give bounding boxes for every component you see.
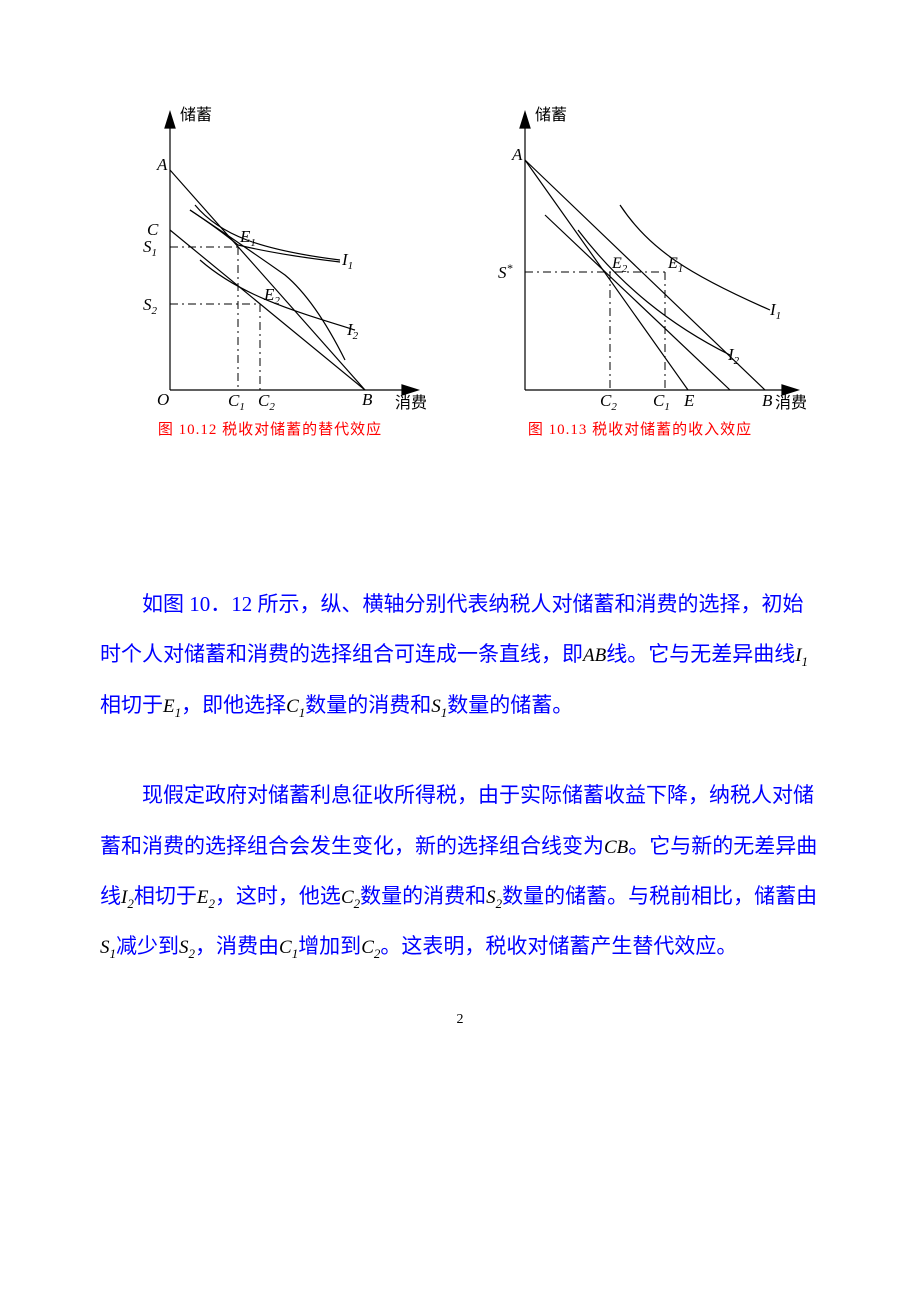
x-axis-label-r: 消费	[775, 394, 807, 410]
p2-t7: 减少到	[116, 934, 179, 958]
label-B-r: B	[762, 391, 773, 410]
p2-m4: C	[341, 887, 354, 908]
label-I2: I2	[346, 320, 359, 342]
p2-t8: ，消费由	[195, 934, 279, 958]
p2-t4: ，这时，他选	[215, 884, 341, 908]
figure-10-12: 储蓄 消费 A C B O S1 S2 C1 C2 E1 E2	[110, 100, 430, 439]
p2-t5: 数量的消费和	[360, 884, 486, 908]
p1-m5: S	[431, 696, 441, 717]
label-C1-r: C1	[653, 391, 670, 410]
label-E2: E2	[263, 285, 280, 307]
figure-10-13: 储蓄 消费 A B E S* C2 C1 E2 E1 I1 I2	[470, 100, 810, 439]
paragraph-2: 现假定政府对储蓄利息征收所得税，由于实际储蓄收益下降，纳税人对储蓄和消费的选择组…	[100, 770, 820, 972]
label-B: B	[362, 390, 373, 409]
label-E1: E1	[239, 227, 256, 249]
p2-m6: S	[100, 937, 110, 958]
p1-m2sub: 1	[802, 655, 809, 670]
label-C1: C1	[228, 391, 245, 410]
label-A-r: A	[511, 145, 523, 164]
figure-10-13-svg: 储蓄 消费 A B E S* C2 C1 E2 E1 I1 I2	[470, 100, 810, 410]
p1-t4: ，即他选择	[181, 693, 286, 717]
p2-t9: 增加到	[298, 934, 361, 958]
figures-row: 储蓄 消费 A C B O S1 S2 C1 C2 E1 E2	[100, 100, 820, 439]
p2-m9: C	[361, 937, 374, 958]
p1-m4: C	[286, 696, 299, 717]
label-E-r: E	[683, 391, 695, 410]
label-I1-r: I1	[769, 300, 781, 322]
p1-t2: 线。它与无差异曲线	[606, 642, 795, 666]
p1-t3: 相切于	[100, 693, 163, 717]
p2-m7: S	[179, 937, 189, 958]
label-Sstar: S*	[498, 261, 513, 282]
figure-10-13-caption: 图 10.13 税收对储蓄的收入效应	[528, 418, 752, 439]
label-A: A	[156, 155, 168, 174]
label-S2: S2	[143, 295, 158, 317]
p2-m8: C	[279, 937, 292, 958]
p1-m1: AB	[583, 645, 606, 666]
label-E1-r: E1	[667, 255, 683, 275]
body-text: 如图 10．12 所示，纵、横轴分别代表纳税人对储蓄和消费的选择，初始时个人对储…	[100, 579, 820, 972]
p2-t6: 数量的储蓄。与税前相比，储蓄由	[502, 884, 817, 908]
figure-10-12-svg: 储蓄 消费 A C B O S1 S2 C1 C2 E1 E2	[110, 100, 430, 410]
paragraph-1: 如图 10．12 所示，纵、横轴分别代表纳税人对储蓄和消费的选择，初始时个人对储…	[100, 579, 820, 730]
y-axis-label-r: 储蓄	[535, 106, 567, 124]
p1-m3: E	[163, 696, 175, 717]
label-O: O	[157, 390, 169, 409]
label-C2: C2	[258, 391, 275, 410]
label-C2-r: C2	[600, 391, 617, 410]
p2-m3: E	[197, 887, 209, 908]
x-axis-label: 消费	[395, 394, 427, 410]
p1-t6: 数量的储蓄。	[447, 693, 573, 717]
y-axis-label: 储蓄	[180, 106, 212, 124]
p2-m1: CB	[604, 837, 628, 858]
page: 储蓄 消费 A C B O S1 S2 C1 C2 E1 E2	[0, 0, 920, 1088]
p2-m5: S	[486, 887, 496, 908]
p1-t5: 数量的消费和	[305, 693, 431, 717]
figure-10-12-caption: 图 10.12 税收对储蓄的替代效应	[158, 418, 382, 439]
p2-t3: 相切于	[134, 884, 197, 908]
label-I1: I1	[341, 250, 353, 272]
p2-t10: 。这表明，税收对储蓄产生替代效应。	[380, 934, 737, 958]
page-number: 2	[100, 1012, 820, 1028]
label-S1: S1	[143, 237, 157, 259]
label-I2-r: I2	[727, 345, 740, 367]
